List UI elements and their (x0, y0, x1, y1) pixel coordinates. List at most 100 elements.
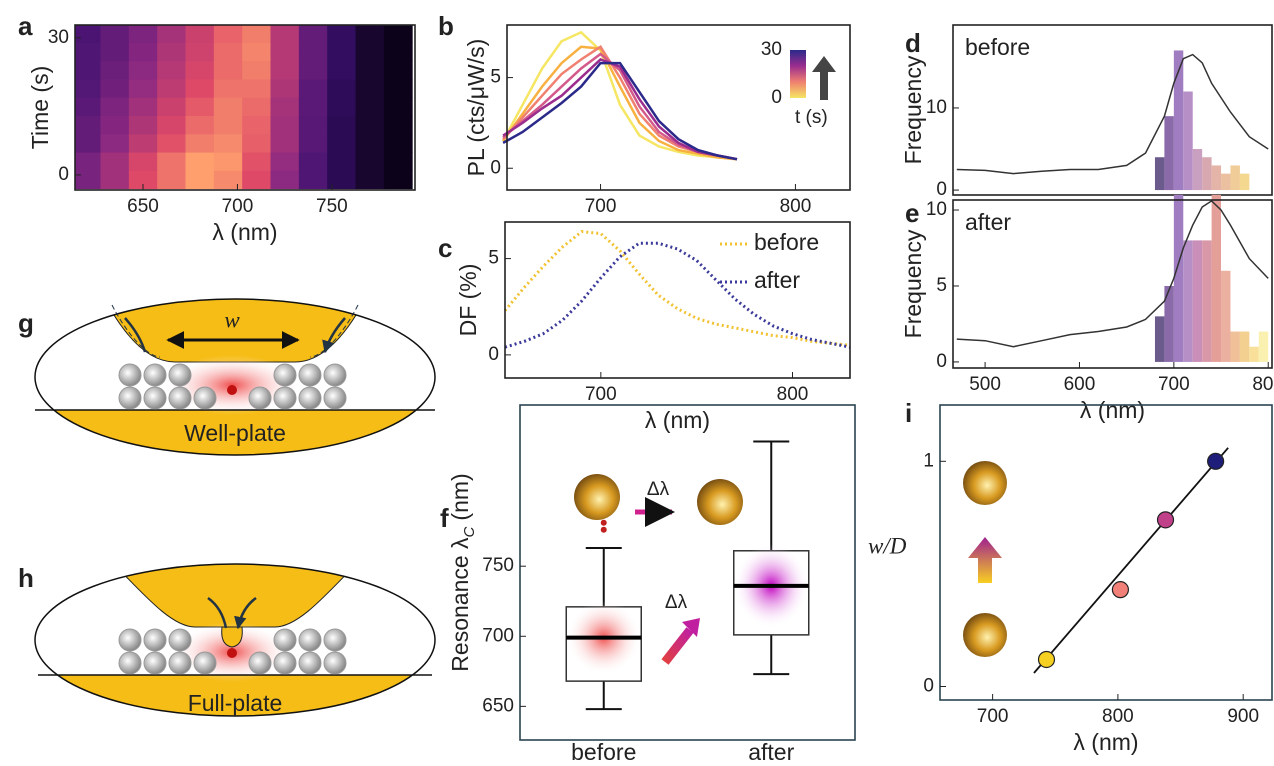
panel-f: fbeforeafter650700750Resonance λC(nm) (440, 405, 855, 765)
panel-label: i (905, 398, 912, 428)
x-tick-label: 800 (780, 196, 812, 217)
heat-cell (101, 170, 130, 189)
heat-cell (129, 115, 158, 134)
heat-cell (157, 42, 186, 61)
particle-icon (963, 613, 1007, 657)
colorbar-tick-label: 30 (761, 39, 782, 60)
hist-bar (1183, 92, 1192, 191)
heat-cell (356, 61, 385, 80)
y-tick-label: 10 (926, 199, 947, 220)
heat-cell (271, 25, 300, 43)
heat-cell (271, 42, 300, 61)
heat-cell (242, 61, 271, 80)
heat-cell (129, 25, 158, 43)
x-tick-label: 500 (969, 374, 1001, 395)
heat-cell (299, 42, 328, 61)
heat-cell (157, 79, 186, 98)
y-axis-label-main: Resonance λ (447, 537, 473, 672)
panel-b: b030t (s)70080005PL (cts/μW/s) (438, 11, 850, 217)
heat-cell (242, 79, 271, 98)
panel-annotation: after (965, 209, 1011, 235)
heat-cell (299, 152, 328, 171)
time-arrow (812, 56, 836, 100)
heat-cell (129, 79, 158, 98)
y-axis-label-main: PL (cts/μW/s) (463, 39, 489, 177)
colorbar (790, 50, 806, 98)
x-tick-label: 700 (585, 384, 617, 405)
hist-bar (1259, 332, 1268, 362)
y-tick-label: 750 (482, 555, 514, 576)
heat-cell (129, 152, 158, 171)
x-tick-label: before (571, 739, 636, 765)
y-axis-label-unit: (nm) (447, 473, 473, 520)
heat-cell (384, 25, 413, 43)
heat-cell (157, 152, 186, 171)
panel-label: b (438, 11, 454, 41)
flier (601, 520, 607, 526)
series-line (505, 243, 850, 347)
heat-cell (75, 25, 101, 43)
y-tick-label: 0 (936, 351, 947, 372)
heat-cell (129, 61, 158, 80)
panel-label: g (18, 308, 34, 338)
gap-label: w (224, 307, 240, 332)
heat-cell (271, 170, 300, 189)
heat-cell (356, 134, 385, 153)
y-tick-label: 30 (48, 27, 69, 48)
point (1158, 512, 1174, 528)
panel-label: d (905, 28, 921, 58)
x-tick-label: 900 (1227, 706, 1259, 727)
heat-cell (75, 115, 101, 134)
emitter (227, 385, 237, 395)
heat-cell (101, 152, 130, 171)
heat-cell (157, 170, 186, 189)
y-axis-label: Frequency (900, 229, 926, 338)
colorbar-label: t (s) (795, 107, 828, 128)
y-tick-label: 10 (926, 97, 947, 118)
heat-cell (327, 134, 356, 153)
heat-cell (101, 61, 130, 80)
y-axis-label: Frequency (900, 55, 926, 164)
y-tick-label: 650 (482, 695, 514, 716)
y-axis-label: w/D (868, 533, 907, 558)
x-tick-label: 600 (1064, 374, 1096, 395)
heat-cell (242, 42, 271, 61)
heat-cell (356, 152, 385, 171)
heat-cell (214, 115, 243, 134)
heat-cell (101, 97, 130, 116)
heat-cell (271, 97, 300, 116)
hist-bar (1240, 174, 1249, 190)
y-tick-label: 5 (936, 275, 947, 296)
heat-cell (384, 79, 413, 98)
heat-cell (384, 115, 413, 134)
heat-cell (75, 79, 101, 98)
diagram-label: Full-plate (188, 690, 283, 716)
x-tick-label: 800 (777, 384, 809, 405)
y-tick-label: 0 (936, 179, 947, 200)
hist-bar (1221, 271, 1230, 362)
panel-e: eafter5006007008000510λ (nm)Frequency (900, 195, 1274, 423)
heat-cell (356, 79, 385, 98)
heat-cell (242, 170, 271, 189)
annotation: Δλ (647, 479, 670, 500)
heat-cell (214, 134, 243, 153)
y-axis-label: DF (%) (455, 264, 481, 337)
y-axis-label-main: Time (s) (27, 66, 53, 149)
heat-cell (186, 42, 215, 61)
hist-bar (1230, 165, 1239, 190)
y-tick-label: 5 (490, 67, 501, 88)
heat-cell (299, 79, 328, 98)
particle-icon (963, 461, 1007, 505)
panel-label: e (905, 198, 919, 228)
up-arrow (968, 537, 1002, 583)
particle-icon (697, 479, 743, 525)
heat-cell (242, 25, 271, 43)
hist-bar (1193, 149, 1202, 190)
y-axis-label-sub: C (461, 526, 478, 537)
x-axis-label: λ (nm) (645, 407, 710, 433)
legend-label: after (754, 267, 800, 293)
heat-cell (214, 42, 243, 61)
heat-cell (186, 79, 215, 98)
